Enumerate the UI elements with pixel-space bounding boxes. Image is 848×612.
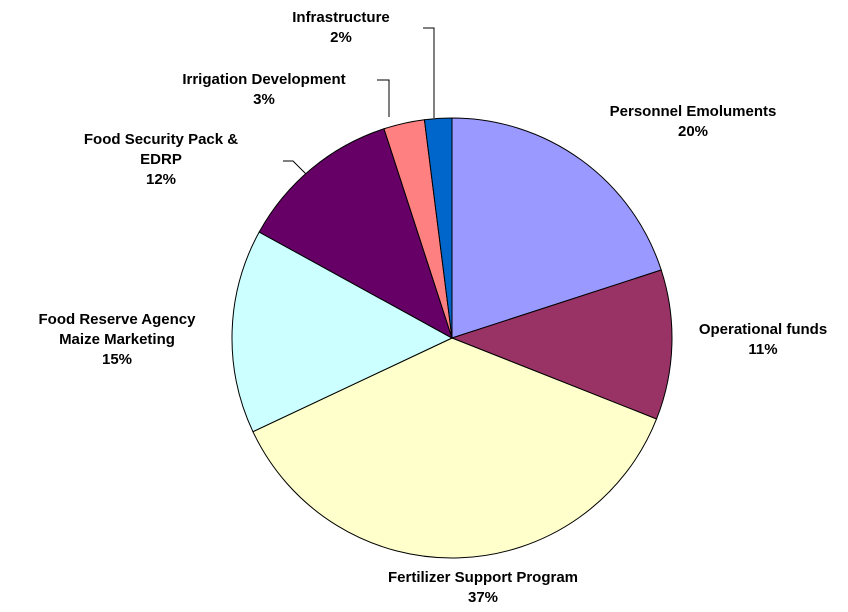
leader-line xyxy=(283,160,307,175)
value-label: 20% xyxy=(677,123,709,140)
category-label: Personnel Emoluments xyxy=(609,103,777,120)
leader-line xyxy=(377,79,390,117)
value-label: 12% xyxy=(145,171,177,188)
pie-slice xyxy=(451,117,662,339)
value-label: 11% xyxy=(748,341,778,358)
value-label: 2% xyxy=(330,29,352,46)
category-label: Food Security Pack & EDRP xyxy=(83,131,239,168)
category-label: Operational funds xyxy=(698,321,828,338)
pie-slice xyxy=(423,117,453,339)
value-label: 15% xyxy=(101,351,133,368)
pie-slice xyxy=(252,337,658,559)
data-label: Food Security Pack & EDRP 12% xyxy=(71,130,251,190)
data-label: Food Reserve Agency Maize Marketing 15% xyxy=(17,310,217,370)
data-label: Fertilizer Support Program 37% xyxy=(388,568,578,608)
pie-slice xyxy=(231,231,454,433)
value-label: 3% xyxy=(253,91,275,108)
category-label: Food Reserve Agency Maize Marketing xyxy=(38,311,196,348)
data-label: Personnel Emoluments 20% xyxy=(610,102,777,142)
data-label: Irrigation Development 3% xyxy=(182,70,345,110)
category-label: Fertilizer Support Program xyxy=(387,569,579,586)
pie-slice xyxy=(258,128,453,340)
pie-slice xyxy=(450,269,673,420)
value-label: 37% xyxy=(467,589,499,606)
data-label: Infrastructure 2% xyxy=(292,8,390,48)
category-label: Irrigation Development xyxy=(182,71,346,88)
category-label: Infrastructure xyxy=(292,9,390,26)
data-label: Operational funds 11% xyxy=(699,320,827,360)
leader-line xyxy=(423,27,435,118)
